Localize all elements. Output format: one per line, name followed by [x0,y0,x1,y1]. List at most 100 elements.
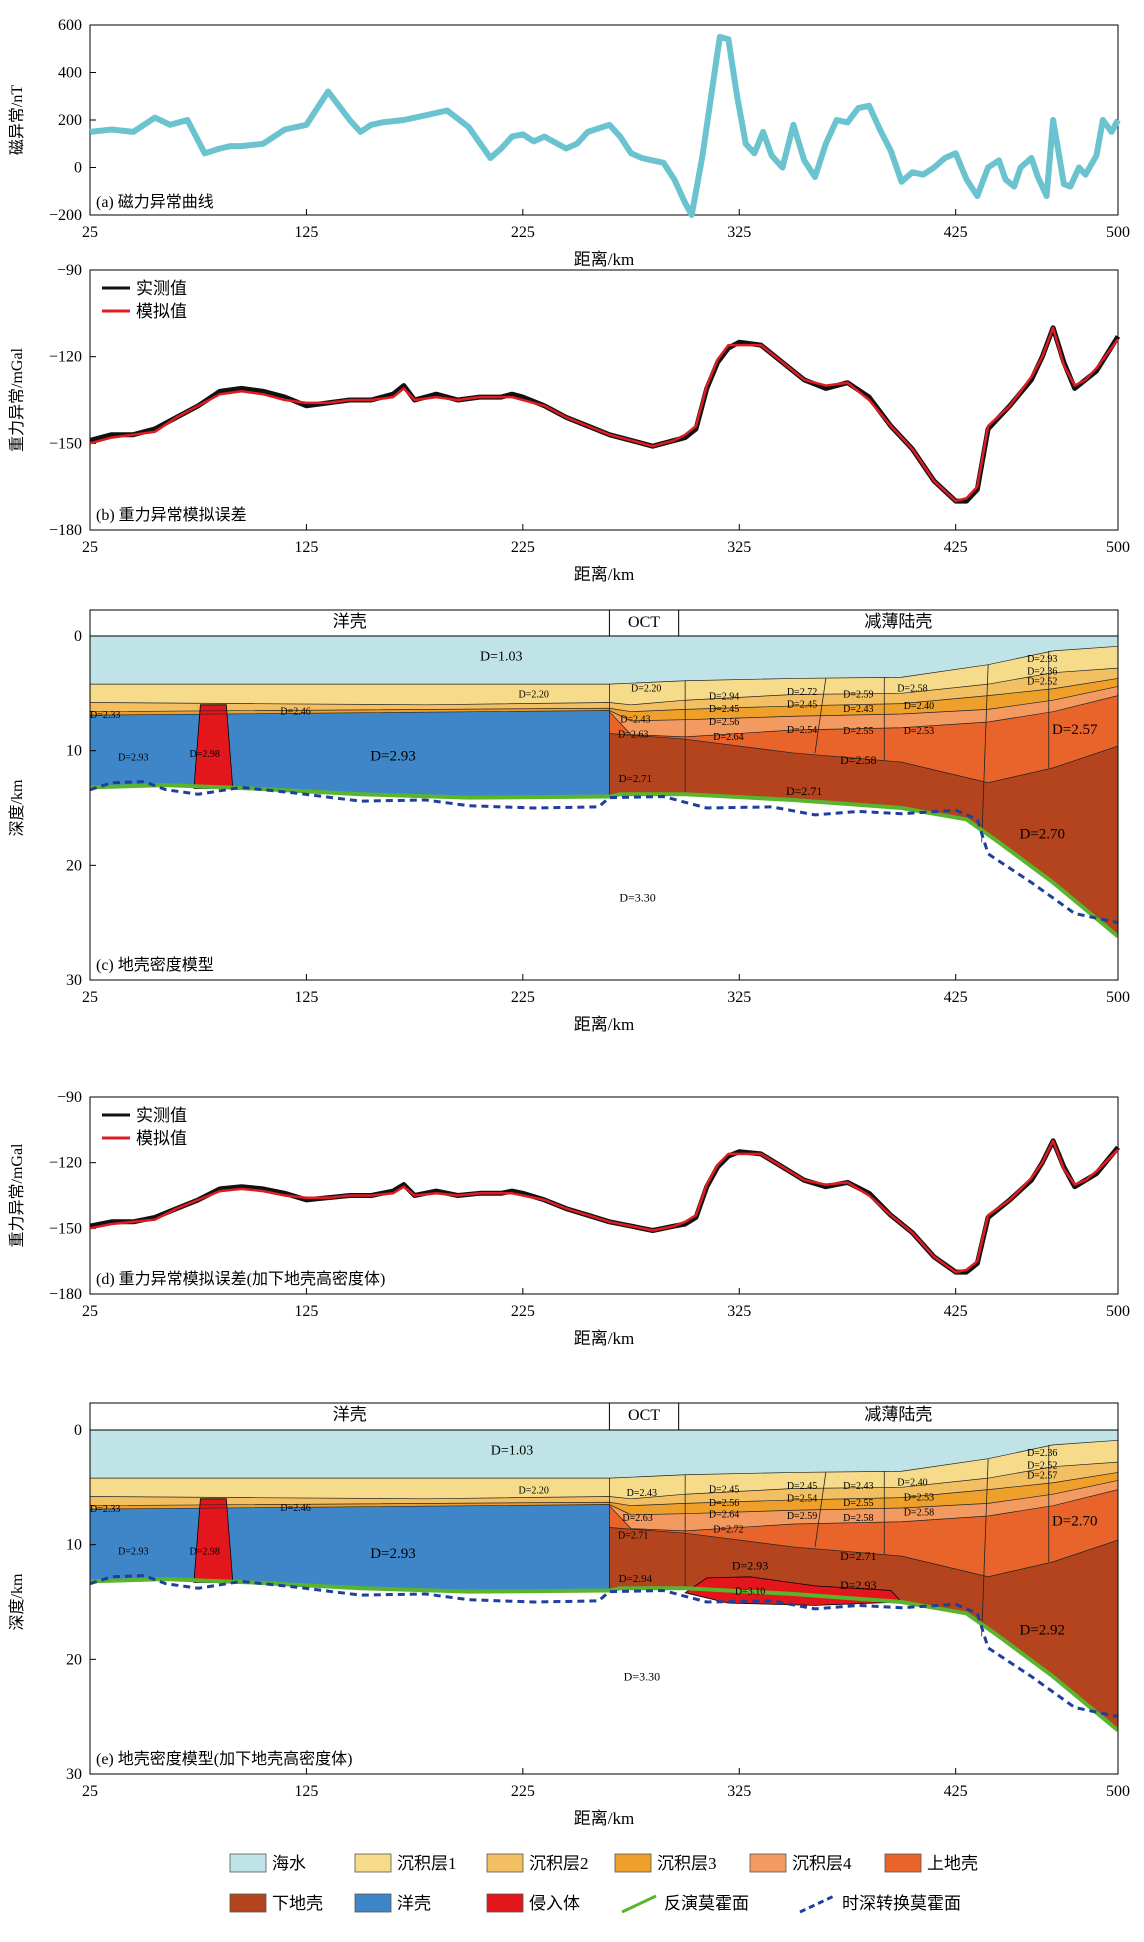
lower-crust-layer [609,733,1118,937]
layer-boundary [90,1472,1118,1507]
sed4-layer [609,686,1118,737]
density-label: D=3.30 [624,1670,660,1684]
y-axis-title: 深度/km [8,1573,26,1630]
density-label: D=2.93 [840,1578,876,1592]
x-tick-label: 125 [294,1783,318,1800]
x-tick-label: 325 [727,1303,751,1320]
panel-a-magnetic: 600 400 200 0 −200 磁异常/nT (a) 磁力异常曲线 25 125 225 32… [8,17,1130,269]
x-axis-title: 距离/km [574,565,634,584]
y-tick-label: 10 [66,743,82,760]
legend-modeled-label: 模拟值 [136,1129,187,1148]
y-tick-label: 0 [74,1422,82,1439]
density-label: D=3.30 [619,890,655,904]
density-label: D=2.52 [1027,677,1057,688]
y-tick-label: −150 [49,435,82,452]
modeled-line [89,1139,1119,1274]
x-tick-label: 25 [82,1303,98,1320]
legend-label: 洋壳 [397,1894,431,1913]
x-tick-label: 225 [511,989,535,1006]
x-axis-title: 距离/km [574,1329,634,1348]
legend-observed-label: 实测值 [136,279,187,298]
x-tick-label: 225 [511,1783,535,1800]
legend-label: 沉积层3 [657,1854,717,1873]
x-tick-label: 25 [82,539,98,556]
observed-line [89,1138,1120,1275]
y-tick-label: 0 [74,628,82,645]
legend-swatch [621,1894,657,1914]
zone-label-oct: OCT [628,614,660,631]
magnetic-anomaly-line [89,33,1121,218]
upper-crust-layer [609,1489,1118,1577]
seawater-layer [90,1430,1118,1479]
y-tick-label: −150 [49,1220,82,1237]
modeled-line [89,326,1120,503]
density-label: D=2.70 [1019,826,1065,842]
layers [90,636,1118,980]
density-label: D=2.46 [280,1503,310,1514]
density-label: D=2.46 [280,707,310,718]
layers [90,1430,1118,1774]
sed1-layer [90,646,1118,705]
x-tick-label: 425 [944,224,968,241]
time-depth-moho-line [90,780,1118,925]
density-label: D=2.59 [787,1511,817,1522]
layer-boundary [90,678,1118,713]
density-label: D=2.54 [787,1494,817,1505]
x-tick-label: 225 [511,224,535,241]
sed1-layer [90,1440,1118,1499]
panel-label: (a) 磁力异常曲线 [96,193,214,211]
x-tick-label: 325 [727,224,751,241]
panel-e-density: 洋壳 OCT 减薄陆壳 0 10 20 30 深度/km D=1.03 D=2.20 D=2.33 D… [8,1402,1130,1828]
x-tick-label: 125 [294,224,318,241]
panel-label: (e) 地壳密度模型(加下地壳高密度体) [96,1750,352,1768]
legend-swatch [486,1893,524,1913]
layer-boundary [90,645,1118,685]
y-tick-label: −180 [49,522,82,539]
x-tick-label: 125 [294,1303,318,1320]
density-label: D=2.20 [518,689,548,700]
legend-modeled-label: 模拟值 [136,302,187,321]
y-tick-label: 30 [66,1766,82,1783]
layer-boundary [90,686,1118,722]
density-label: D=2.70 [1052,1514,1098,1530]
y-axis-title: 重力异常/mGal [8,347,26,452]
time-depth-moho-line [90,1574,1118,1719]
y-axis-title: 磁异常/nT [8,85,26,155]
density-label: D=2.93 [370,1546,416,1562]
panel-label: (b) 重力异常模拟误差 [96,506,247,524]
density-label: D=2.55 [843,726,873,737]
density-label: D=2.33 [90,710,120,721]
density-label: D=2.64 [709,1510,739,1521]
x-tick-label: 425 [944,539,968,556]
x-tick-label: 500 [1106,224,1130,241]
density-label: D=2.52 [1027,1460,1057,1471]
density-label: D=2.71 [840,1549,876,1563]
legend-swatch [486,1853,524,1873]
density-label: D=1.03 [491,1444,534,1459]
x-tick-label: 500 [1106,539,1130,556]
legend-swatch [354,1853,392,1873]
y-tick-label: 30 [66,972,82,989]
x-tick-label: 325 [727,1783,751,1800]
legend-swatch [799,1894,835,1914]
density-label: D=2.94 [619,1573,653,1585]
zone-label-continental: 减薄陆壳 [864,612,932,631]
legend-label: 沉积层2 [529,1854,589,1873]
x-tick-label: 500 [1106,1303,1130,1320]
x-axis-title: 距离/km [574,250,634,269]
density-label: D=1.03 [480,650,523,665]
legend-label: 沉积层4 [792,1854,852,1873]
y-tick-label: 20 [66,857,82,874]
y-tick-label: 0 [74,160,82,177]
density-label: D=2.57 [1052,722,1098,738]
layer-boundary [90,1439,1118,1479]
x-tick-label: 225 [511,539,535,556]
layer-boundary [609,1489,1118,1532]
legend-swatch [614,1853,652,1873]
x-tick-label: 425 [944,1783,968,1800]
density-label: D=2.93 [370,748,416,764]
